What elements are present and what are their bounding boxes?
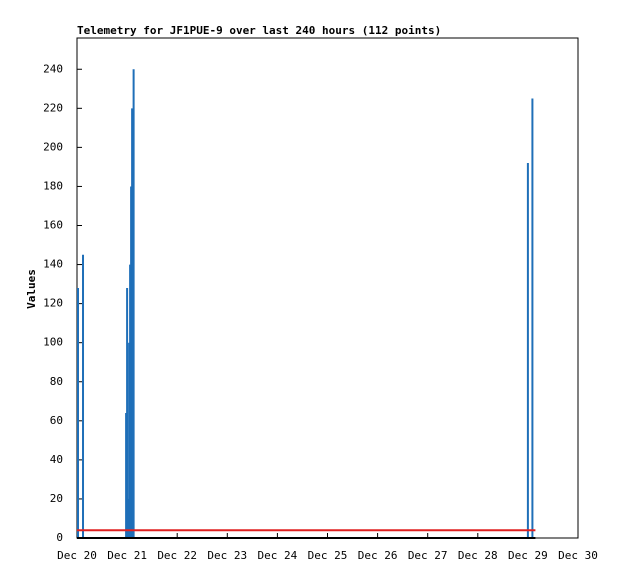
y-tick-label: 220 (43, 101, 63, 114)
x-tick-label: Dec 29 (508, 549, 548, 562)
x-tick-label: Dec 26 (358, 549, 398, 562)
x-tick-label: Dec 25 (308, 549, 348, 562)
x-tick-label: Dec 20 (57, 549, 97, 562)
y-tick-label: 80 (50, 375, 63, 388)
chart-title: Telemetry for JF1PUE-9 over last 240 hou… (77, 24, 441, 37)
y-tick-label: 120 (43, 297, 63, 310)
y-tick-label: 140 (43, 258, 63, 271)
y-tick-label: 180 (43, 179, 63, 192)
x-tick-label: Dec 30 (558, 549, 598, 562)
x-tick-label: Dec 21 (107, 549, 147, 562)
y-tick-label: 60 (50, 414, 63, 427)
y-tick-label: 240 (43, 62, 63, 75)
y-tick-label: 200 (43, 140, 63, 153)
y-tick-label: 0 (56, 531, 63, 544)
y-axis-label: Values (25, 269, 38, 309)
y-tick-label: 160 (43, 219, 63, 232)
y-tick-label: 100 (43, 336, 63, 349)
y-tick-label: 20 (50, 492, 63, 505)
x-tick-label: Dec 24 (258, 549, 298, 562)
y-tick-label: 40 (50, 453, 63, 466)
x-tick-label: Dec 27 (408, 549, 448, 562)
x-tick-label: Dec 28 (458, 549, 498, 562)
x-tick-label: Dec 22 (157, 549, 197, 562)
x-tick-label: Dec 23 (207, 549, 247, 562)
